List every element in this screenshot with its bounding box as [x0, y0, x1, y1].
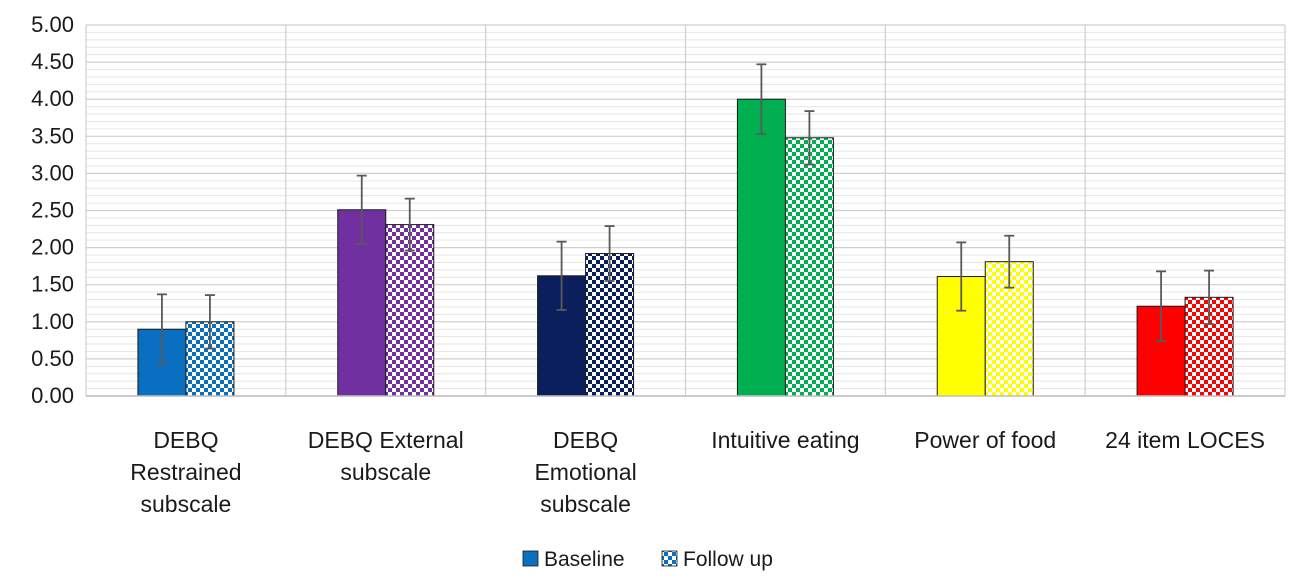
y-tick-label: 2.00 — [31, 235, 74, 260]
y-tick-label: 0.00 — [31, 383, 74, 408]
x-tick-label: DEBQ Restrained subscale — [130, 427, 241, 517]
y-tick-label: 0.50 — [31, 346, 74, 371]
y-tick-label: 2.50 — [31, 198, 74, 223]
y-tick-label: 3.00 — [31, 160, 74, 185]
x-tick-label: Intuitive eating — [711, 427, 859, 453]
y-tick-label: 4.50 — [31, 49, 74, 74]
error-bar — [356, 174, 367, 245]
bar-baseline — [736, 98, 786, 397]
error-bar — [404, 197, 415, 252]
bar-follow-up — [385, 224, 435, 397]
error-bar — [804, 110, 815, 166]
legend-label: Follow up — [683, 548, 773, 571]
legend-item-follow-up: Follow up — [661, 548, 773, 571]
legend-swatch — [661, 550, 678, 567]
error-bars — [156, 63, 1215, 365]
y-tick-label: 4.00 — [31, 86, 74, 111]
y-tick-label: 5.00 — [31, 12, 74, 37]
legend-swatch — [522, 550, 539, 567]
bar-follow-up — [784, 137, 834, 397]
y-tick-label: 1.50 — [31, 272, 74, 297]
legend: Baseline Follow up — [522, 548, 773, 571]
error-bar — [1204, 269, 1215, 325]
legend-item-baseline: Baseline — [522, 548, 625, 571]
x-tick-label: Power of food — [914, 427, 1056, 453]
y-tick-label: 3.50 — [31, 123, 74, 148]
error-bar — [1004, 234, 1015, 289]
x-tick-label: 24 item LOCES — [1105, 427, 1265, 453]
x-tick-label: DEBQ External subscale — [308, 427, 464, 485]
legend-label: Baseline — [544, 548, 625, 571]
error-bar — [604, 225, 615, 282]
error-bar — [756, 63, 767, 135]
y-tick-label: 1.00 — [31, 309, 74, 334]
error-bar — [204, 294, 215, 350]
error-bar — [556, 240, 567, 311]
grid — [85, 24, 1286, 397]
error-bar — [156, 293, 167, 365]
error-bar — [956, 241, 967, 312]
error-bar — [1156, 270, 1167, 342]
axes: 0.00 0.50 1.00 1.50 2.00 2.50 3.00 3.50 4.00 4.50… — [31, 12, 1285, 517]
x-tick-label: DEBQ Emotional subscale — [534, 427, 636, 517]
